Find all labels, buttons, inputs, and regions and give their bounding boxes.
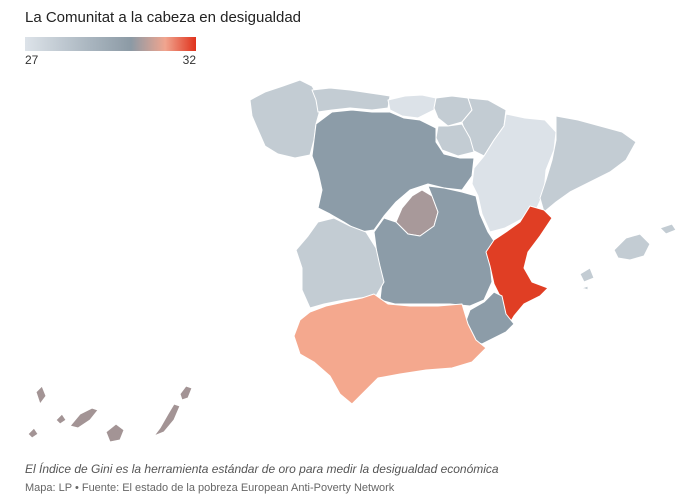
region-andalucia[interactable] [293, 293, 487, 405]
region-cantabria[interactable] [387, 94, 437, 119]
region-canarias-tenerife[interactable] [69, 407, 99, 429]
legend-max-label: 32 [182, 53, 196, 67]
region-baleares-menorca[interactable] [659, 223, 677, 235]
region-la-rioja[interactable] [435, 123, 475, 157]
region-extremadura[interactable] [295, 217, 385, 309]
footnote-gini: El Índice de Gini es la herramienta está… [25, 462, 499, 476]
region-baleares-ibiza[interactable] [579, 267, 595, 283]
region-canarias-fuerteventura[interactable] [153, 403, 181, 437]
region-cataluna[interactable] [539, 115, 637, 213]
region-canarias-el-hierro[interactable] [27, 427, 39, 439]
region-asturias[interactable] [311, 87, 391, 113]
color-legend: 27 32 [25, 37, 196, 69]
legend-gradient-bar [25, 37, 196, 51]
region-baleares-mallorca[interactable] [613, 233, 651, 261]
source-credit: Mapa: LP • Fuente: El estado de la pobre… [25, 482, 395, 494]
region-canarias-la-gomera[interactable] [55, 413, 67, 425]
legend-min-label: 27 [25, 53, 39, 67]
region-galicia[interactable] [249, 79, 321, 159]
legend-labels: 27 32 [25, 53, 196, 69]
region-canarias-la-palma[interactable] [35, 385, 47, 405]
region-canarias-lanzarote[interactable] [179, 385, 193, 401]
region-canarias-gran-canaria[interactable] [105, 423, 125, 443]
region-baleares-formentera[interactable] [581, 285, 589, 291]
map-title: La Comunitat a la cabeza en desigualdad [25, 9, 302, 26]
region-castilla-la-mancha[interactable] [373, 185, 497, 307]
